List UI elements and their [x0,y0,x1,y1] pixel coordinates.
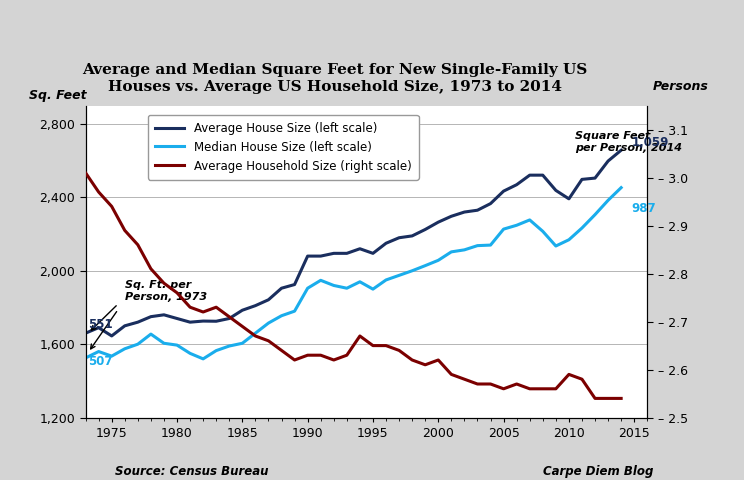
Text: Square Feet
per Person, 2014: Square Feet per Person, 2014 [575,132,682,153]
Text: Sq. Ft. per
Person, 1973: Sq. Ft. per Person, 1973 [125,280,207,302]
Text: 551: 551 [89,318,113,331]
Text: Source: Census Bureau: Source: Census Bureau [115,465,269,478]
Text: 987: 987 [632,203,656,216]
Text: Persons: Persons [653,80,709,93]
Text: Carpe Diem Blog: Carpe Diem Blog [543,465,653,478]
Text: 1,059: 1,059 [632,136,669,149]
Text: Sq. Feet: Sq. Feet [30,89,87,103]
Legend: Average House Size (left scale), Median House Size (left scale), Average Househo: Average House Size (left scale), Median … [147,115,419,180]
Text: Average and Median Square Feet for New Single-Family US
Houses vs. Average US Ho: Average and Median Square Feet for New S… [82,63,588,94]
Text: 507: 507 [89,355,112,368]
